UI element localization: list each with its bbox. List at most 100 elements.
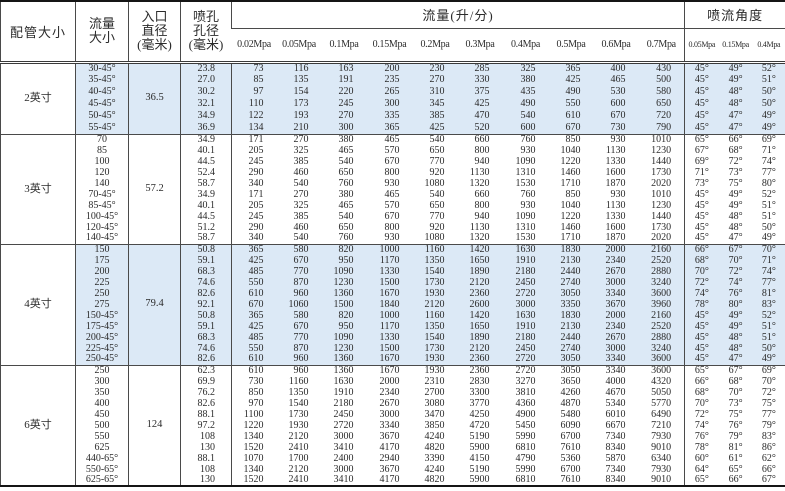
flow-value-cell: 1080 [424,178,445,189]
flow-value-cell: 850 [565,189,581,200]
orifice-diameter-cell: 23.8 [180,61,232,74]
flow-value-cell: 7610 [560,442,581,453]
flow-size-cell: 140 [75,178,129,189]
flow-value-cell: 73 [231,61,277,74]
flow-value-cell: 3240 [638,343,685,354]
header-pipe-size: 配管大小 [0,1,76,64]
flow-value-cell: 1060 [276,299,322,310]
flow-value-cell: 490 [548,86,594,98]
flow-value-cell: 770 [276,332,322,343]
orifice-diameter-cell: 59.1 [180,255,232,266]
angle-value-cell: 62° [761,453,776,464]
flow-value-cell: 800 [384,167,400,178]
flow-value-cell: 5990 [515,431,536,442]
angle-value-cell: 49° [718,310,753,321]
flow-size-cell: 550-65° [75,464,129,475]
angle-value-cell: 74° [684,420,719,431]
orifice-diameter-cell: 36.9 [180,122,232,134]
angle-value-cell: 68° [684,255,719,266]
angle-value-cell: 45° [684,98,719,110]
flow-value-cell: 1460 [560,222,581,233]
flow-value-cell: 770 [429,211,445,222]
orifice-diameter-cell: 40.1 [180,200,232,211]
table-row: 100 44.5 245 385 540 670 770 940 1090 1220 1330 144… [1,156,785,167]
table-body: 2英寸 30-45° 36.5 23.8 73 116 163 200 230 285 325 365… [0,61,785,486]
flow-value-cell: 730 [231,376,277,387]
flow-value-cell: 2670 [593,266,639,277]
flow-value-cell: 550 [231,343,277,354]
angle-value-cell: 86° [761,442,776,453]
flow-value-cell: 1500 [321,299,367,310]
flow-value-cell: 425 [231,321,277,332]
flow-value-cell: 465 [384,189,400,200]
header-inlet-diameter: 入口 直径 (毫米) [128,1,181,64]
flow-value-cell: 2160 [638,243,685,255]
flow-value-cell: 5450 [515,420,536,431]
angle-value-cell: 50° [761,222,776,233]
flow-value-cell: 345 [412,98,458,110]
table-row: 4英寸 150 79.4 50.8 365 580 820 1000 1160 1420 1630 1… [0,243,785,365]
flow-value-cell: 1530 [515,178,536,189]
flow-value-cell: 2020 [651,233,672,244]
flow-value-cell: 2670 [593,332,639,343]
angle-value-cell: 77° [752,277,785,288]
flow-value-cell: 173 [276,98,322,110]
flow-value-cell: 770 [429,156,445,167]
flow-value-cell: 610 [231,288,277,299]
table-row: 175-45° 59.1 425 670 950 1170 1350 1650 1910 2130… [1,321,785,332]
orifice-diameter-cell: 27.0 [180,74,232,86]
table-row: 450 88.1 1100 1730 2450 3000 3470 4250 4900 5480 6… [1,409,785,420]
angle-value-cell: 72° [761,387,776,398]
flow-value-cell: 2720 [502,354,549,365]
angle-value-cell: 75° [761,398,776,409]
angle-value-cell: 66° [684,243,719,255]
flow-value-cell: 425 [548,74,594,86]
flow-pressure-header: 0.4Mpa [502,28,549,64]
flow-value-cell: 650 [338,167,354,178]
angle-value-cell: 48° [718,86,753,98]
flow-value-cell: 1630 [502,310,549,321]
flow-value-cell: 2340 [593,255,639,266]
orifice-diameter-cell: 74.6 [180,343,232,354]
flow-value-cell: 660 [457,133,503,145]
flow-value-cell: 365 [231,310,277,321]
flow-value-cell: 380 [502,74,549,86]
angle-value-cell: 45° [684,233,719,244]
table-row: 55-45° 36.9 134 210 300 365 425 520 600 670 730 790… [1,122,785,134]
flow-value-cell: 670 [231,299,277,310]
flow-value-cell: 2450 [502,277,549,288]
pipe-size-cell: 4英寸 [0,243,76,365]
table-row: 350 76.2 850 1350 1910 2340 2700 3300 3810 4260 46… [1,387,785,398]
flow-value-cell: 245 [231,211,277,222]
angle-value-cell: 69° [752,133,785,145]
flow-value-cell: 191 [321,74,367,86]
flow-value-cell: 290 [231,222,277,233]
flow-pressure-header: 0.2Mpa [412,28,458,64]
flow-value-cell: 1830 [548,243,594,255]
flow-value-cell: 470 [457,110,503,122]
flow-value-cell: 760 [520,189,536,200]
flow-value-cell: 3000 [502,299,549,310]
flow-size-cell: 625-65° [75,475,129,486]
flow-value-cell: 3270 [515,376,536,387]
flow-value-cell: 1930 [288,420,309,431]
angle-value-cell: 68° [684,387,719,398]
flow-value-cell: 610 [231,364,277,376]
flow-value-cell: 1930 [412,364,458,376]
flow-value-cell: 220 [321,86,367,98]
flow-value-cell: 375 [457,86,503,98]
flow-value-cell: 265 [366,86,413,98]
flow-value-cell: 485 [231,332,277,343]
angle-value-cell: 45° [684,310,719,321]
flow-value-cell: 950 [321,321,367,332]
flow-value-cell: 2180 [502,332,549,343]
orifice-diameter-cell: 130 [180,442,232,453]
angle-value-cell: 47° [718,122,753,134]
flow-value-cell: 465 [366,133,413,145]
flow-value-cell: 1340 [231,431,277,442]
flow-value-cell: 3600 [638,288,685,299]
angle-value-cell: 45° [684,354,719,365]
flow-value-cell: 4870 [560,398,581,409]
angle-value-cell: 73° [684,178,719,189]
